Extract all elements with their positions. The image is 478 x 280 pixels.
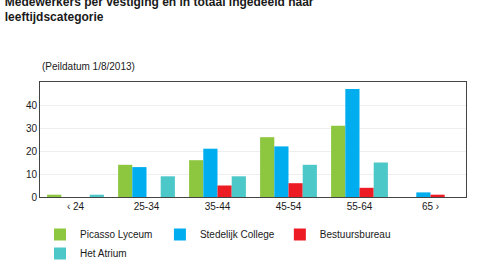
- svg-text:25-34: 25-34: [134, 201, 160, 212]
- svg-text:55-64: 55-64: [347, 201, 373, 212]
- svg-text:0: 0: [31, 192, 37, 203]
- svg-text:65 ›: 65 ›: [422, 201, 439, 212]
- svg-text:30: 30: [26, 123, 38, 134]
- svg-text:Stedelijk College: Stedelijk College: [200, 229, 275, 240]
- svg-text:Het Atrium: Het Atrium: [80, 248, 127, 259]
- svg-text:(Peildatum 1/8/2013): (Peildatum 1/8/2013): [42, 61, 135, 72]
- svg-text:Picasso Lyceum: Picasso Lyceum: [80, 229, 152, 240]
- svg-text:35-44: 35-44: [205, 201, 231, 212]
- svg-text:10: 10: [26, 169, 38, 180]
- svg-text:40: 40: [26, 100, 38, 111]
- svg-text:Medewerkers per vestiging en i: Medewerkers per vestiging en in totaal i…: [5, 0, 314, 24]
- svg-text:20: 20: [26, 146, 38, 157]
- svg-text:45-54: 45-54: [276, 201, 302, 212]
- svg-text:‹ 24: ‹ 24: [67, 201, 85, 212]
- svg-text:Bestuursbureau: Bestuursbureau: [320, 229, 391, 240]
